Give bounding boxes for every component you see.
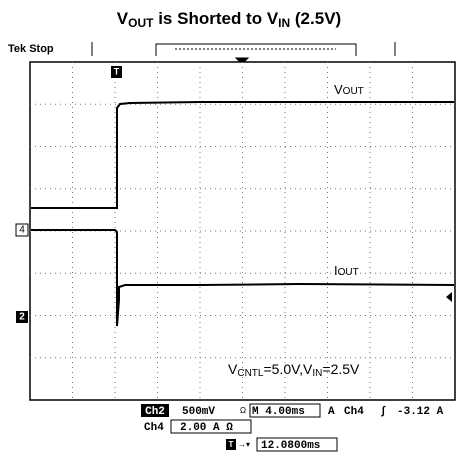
trig-pos-marker: T [229,440,234,449]
title-part: is Shorted to V [153,9,278,28]
trig-pos-box [256,437,338,452]
trig-pos-badge [226,439,236,450]
timebase-box [249,403,321,418]
vout-trace [31,101,454,209]
trigger-marker: T [114,66,120,76]
title-sub: OUT [128,16,154,30]
ch4-marker: 4 [19,225,25,236]
annotation: VCNTL=5.0V,VIN=2.5V [228,361,360,379]
trig-pos: 12.0800ms [261,440,320,452]
ch2-marker-bg [16,311,28,323]
trig-channel: Ch4 [344,406,364,418]
vout-label: VOUT [334,82,364,97]
ch4-marker-bg [15,223,29,237]
trig-slope: ∫ [380,405,387,418]
timebase: M 4.00ms [252,406,305,418]
ch4-label: Ch4 [144,422,164,434]
record-bracket [91,42,396,65]
trig-pos-arrow: →▾ [238,440,250,449]
ann-part: =5.0V,V [263,361,313,377]
iout-trace [31,229,455,327]
iout-label: IOUT [334,263,359,278]
ann-sub: CNTL [237,368,264,379]
status: Tek Stop [8,43,54,55]
ch2-scale: 500mV [182,406,215,418]
ch4-scale: 2.00 A Ω [180,422,233,434]
title-sub: IN [278,16,290,30]
ch4-box [170,419,252,434]
title-part: (2.5V) [290,9,341,28]
ch2-label: Ch2 [145,406,165,418]
trig-level-marker [446,292,452,302]
label-main: I [334,263,338,278]
acq-mode: A [328,406,335,418]
ann-part: =2.5V [322,361,360,377]
ch2-coupling: Ω [240,406,246,415]
ann-sub: IN [312,368,322,379]
title-part: V [117,9,129,28]
ch2-badge [141,404,169,417]
label-small: OUT [343,86,364,97]
trig-level: -3.12 A [397,406,444,418]
ch2-marker: 2 [19,312,25,323]
title: VOUT is Shorted to VIN (2.5V) [117,9,341,30]
trigger-marker-bg [111,66,122,78]
ann-part: V [228,361,238,377]
label-main: V [334,82,343,97]
label-small: OUT [338,267,359,278]
